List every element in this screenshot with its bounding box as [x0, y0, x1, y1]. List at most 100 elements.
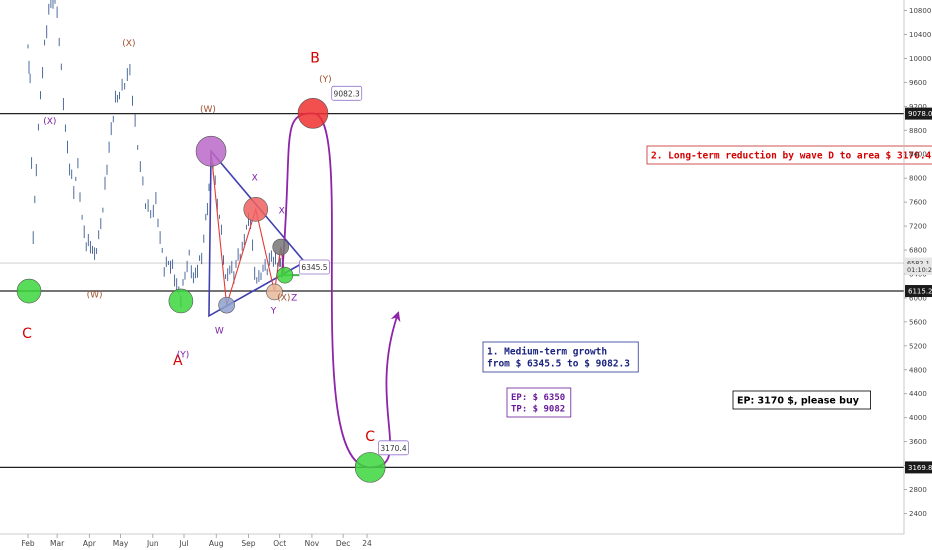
- x-tick-label: Jun: [146, 539, 159, 548]
- y-tick-label: 5600: [909, 318, 927, 326]
- y-tag-box: [905, 107, 932, 120]
- note-b-box: [646, 145, 932, 165]
- pivot-circles: [16, 98, 386, 483]
- wave-label-1: (X): [43, 117, 56, 127]
- wave-label-11: (X): [277, 293, 290, 303]
- wave-label-12: Z: [291, 293, 297, 303]
- wave-label-15: C: [365, 429, 375, 445]
- pivot-circle-1: [168, 288, 194, 314]
- pivot-circle-3: [218, 296, 235, 314]
- wave-label-9: Y: [270, 307, 277, 317]
- wave-label-6: (W): [200, 105, 216, 115]
- x-tick-label: Oct: [273, 539, 286, 548]
- price-callout-0: 9082.3: [331, 85, 363, 101]
- projection-line: [280, 112, 401, 469]
- y-tick-label: 7600: [909, 199, 927, 207]
- wave-label-3: (X): [122, 39, 135, 49]
- y-tag-box-light: [905, 257, 932, 269]
- y-tick-label: 2400: [909, 510, 927, 518]
- x-tick-label: Nov: [305, 539, 320, 548]
- y-tag-label: 3169.8: [908, 464, 932, 472]
- pivot-circle-9: [354, 452, 386, 483]
- y-tag-label: 9078.0: [908, 110, 932, 118]
- x-tick-label: 24: [362, 539, 372, 548]
- price-callout-text: 9082.3: [334, 89, 360, 98]
- wave-label-13: B: [310, 50, 320, 66]
- price-callout-text: 3170.4: [380, 444, 406, 453]
- price-axis[interactable]: 2400280032003600400044004800520056006000…: [903, 0, 932, 534]
- y-tick-label: 10800: [909, 7, 931, 15]
- price-callout-box: [378, 440, 409, 456]
- note-buy: EP: 3170 $, please buy: [732, 390, 871, 410]
- price-callout-text: 6345.5: [301, 263, 327, 272]
- x-tick-label: May: [113, 539, 129, 548]
- note-b: 2. Long-term reduction by wave D to area…: [646, 145, 932, 165]
- x-tick-label: Feb: [21, 539, 35, 548]
- wave-label-0: C: [22, 326, 32, 342]
- price-callouts: 9082.3 6345.5 3170.4: [299, 85, 409, 456]
- y-tick-label: 4000: [909, 414, 927, 422]
- x-tick-label: Jul: [178, 539, 188, 548]
- pivot-circle-7: [276, 266, 294, 284]
- y-tag-label-light: 01:10:26: [907, 266, 932, 274]
- y-tick-label: 10400: [909, 31, 931, 39]
- horizontal-lines: [0, 113, 904, 469]
- price-callout-box: [331, 85, 363, 101]
- y-tick-label: 9200: [909, 103, 927, 111]
- y-tag-label: 6115.2: [908, 288, 932, 296]
- y-tick-label: 10000: [909, 55, 931, 63]
- pivot-circle-2: [195, 135, 227, 167]
- wave-label-4: A: [173, 353, 183, 369]
- pivot-circle-8: [297, 98, 329, 129]
- price-series: [27, 0, 282, 308]
- note-a-box: [482, 341, 639, 373]
- wave-label-10: X: [279, 207, 285, 217]
- y-tick-label: 9600: [909, 79, 927, 87]
- pivot-circle-4: [243, 197, 269, 222]
- y-tick-label: 6800: [909, 247, 927, 255]
- price-callout-box: [299, 259, 330, 275]
- x-tick-label: Dec: [336, 539, 351, 548]
- y-tag-box: [905, 461, 932, 474]
- y-tick-label: 3600: [909, 438, 927, 446]
- y-tick-label: 8800: [909, 127, 927, 135]
- x-tick-label: Apr: [83, 539, 97, 548]
- price-callout-2: 3170.4: [378, 440, 409, 456]
- y-tag-box-light: [905, 263, 932, 275]
- note-buy-box: [732, 390, 871, 410]
- x-tick-label: Aug: [209, 539, 224, 548]
- note-a-line-0: 1. Medium-term growth: [487, 347, 607, 358]
- time-axis[interactable]: Feb Mar Apr May Jun Jul Aug Sep Oct Nov Dec 24: [0, 533, 904, 548]
- y-tag-label-light: 6582.1: [907, 260, 930, 268]
- wave-label-5: (Y): [177, 350, 190, 360]
- y-tick-label: 7200: [909, 223, 927, 231]
- x-tick-label: Sep: [241, 539, 255, 548]
- x-tick-label: Mar: [50, 539, 65, 548]
- annotation-boxes: 2. Long-term reduction by wave D to area…: [482, 145, 932, 418]
- wave-label-14: (Y): [319, 75, 332, 85]
- note-ep-line-1: TP: $ 9082: [511, 405, 565, 415]
- y-tick-label: 4400: [909, 390, 927, 398]
- note-ep: EP: $ 6350 TP: $ 9082: [506, 387, 572, 418]
- note-b-line-0: 2. Long-term reduction by wave D to area…: [651, 151, 932, 162]
- y-tag-box: [905, 285, 932, 298]
- pivot-circle-0: [16, 278, 42, 304]
- note-buy-line-0: EP: 3170 $, please buy: [737, 396, 860, 407]
- wave-label-8: X: [252, 174, 258, 184]
- y-tick-label: 8000: [909, 175, 927, 183]
- note-a-line-1: from $ 6345.5 to $ 9082.3: [487, 359, 630, 370]
- y-tick-label: 6000: [909, 294, 927, 302]
- pivot-circle-6: [272, 238, 290, 256]
- wave-label-2: (W): [87, 290, 103, 300]
- price-callout-1: 6345.5: [299, 259, 330, 275]
- y-tick-label: 2800: [909, 486, 927, 494]
- note-ep-line-0: EP: $ 6350: [511, 393, 565, 403]
- y-tick-label: 5200: [909, 342, 927, 350]
- wave-label-7: W: [215, 326, 224, 336]
- y-tick-label: 4800: [909, 366, 927, 374]
- pivot-circle-5: [266, 283, 283, 301]
